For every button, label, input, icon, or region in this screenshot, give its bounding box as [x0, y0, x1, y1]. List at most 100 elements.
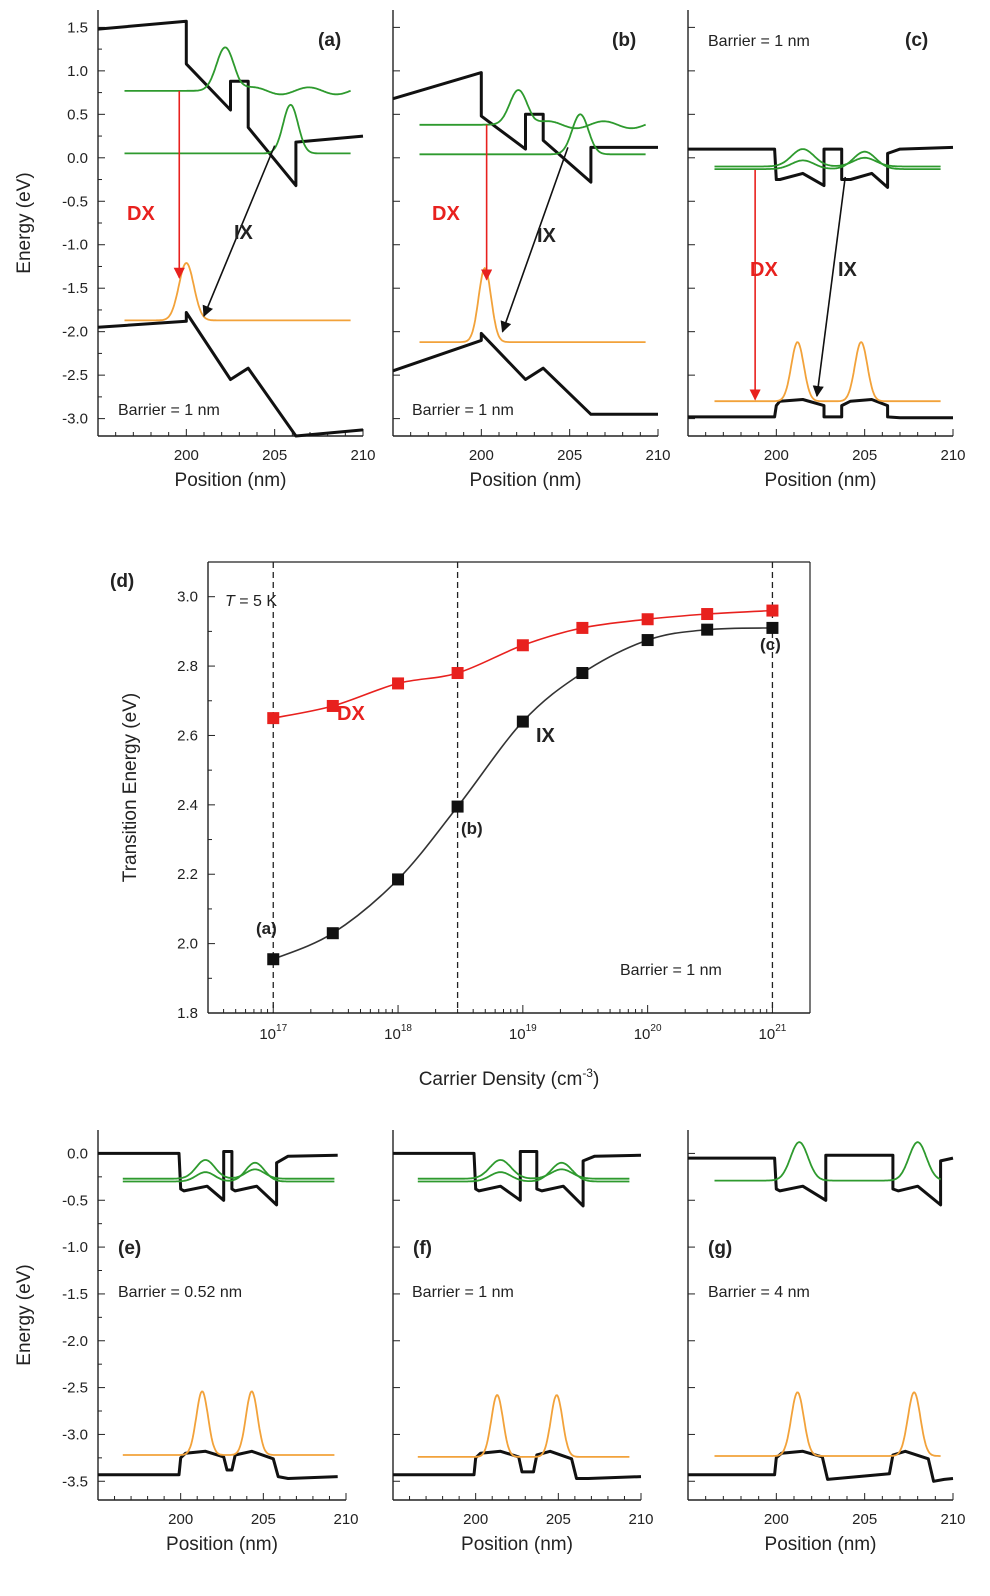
ix-data-point	[326, 927, 339, 940]
dx-label: DX	[750, 259, 778, 281]
y-tick-label: -2.5	[62, 1380, 88, 1397]
panel-b: 200 205 210 Position (nm) (b) Barrier = 1 nm D…	[392, 10, 671, 491]
y-axis-title: Energy (eV)	[14, 1264, 35, 1365]
panel-label: (d)	[110, 571, 134, 592]
dx-data-point	[392, 677, 405, 690]
conduction-band-line	[392, 71, 658, 184]
valence-band-line	[98, 1449, 338, 1480]
ix-label: IX	[234, 222, 254, 244]
ix-data-point	[701, 623, 714, 636]
x-tick-label: 205	[262, 447, 287, 464]
point-label-b: (b)	[461, 819, 483, 838]
barrier-annotation: Barrier = 4 nm	[708, 1284, 810, 1301]
point-label-c: (c)	[760, 635, 781, 654]
x-tick-label: 200	[764, 447, 789, 464]
dx-data-point	[701, 608, 714, 621]
panel-g: 200 205 210 Position (nm) (g) Barrier = 4 nm	[687, 1130, 966, 1555]
electron-wavefunction-line	[714, 1141, 942, 1182]
dx-data-point	[326, 699, 339, 712]
hole-wavefunction-line	[124, 262, 351, 322]
ix-label: IX	[537, 225, 557, 247]
y-tick-label: 2.0	[177, 936, 198, 953]
valence-band-line	[688, 1449, 954, 1483]
ix-transition-arrow	[500, 147, 569, 333]
barrier-annotation: Barrier = 1 nm	[118, 402, 220, 419]
ix-data-point	[392, 873, 405, 886]
barrier-annotation: Barrier = 1 nm	[620, 962, 722, 979]
conduction-band-line	[97, 19, 364, 188]
x-tick-label: 205	[852, 1511, 877, 1528]
hole-wavefunction-line	[714, 1391, 941, 1457]
y-tick-label: 1.8	[177, 1005, 198, 1022]
x-axis-title: Position (nm)	[765, 1534, 877, 1555]
dx-series-label: DX	[337, 703, 365, 725]
panel-e: 200 205 210 0.0 -0.5 -1.0 -1.5 -2.0 -2.5 -3.0 -3.5…	[14, 1130, 359, 1555]
electron-wavefunction-line	[419, 89, 647, 130]
dx-data-point	[766, 604, 779, 617]
x-tick-label: 1020	[634, 1023, 662, 1043]
y-tick-label: 0.0	[67, 150, 88, 167]
y-tick-label: -0.5	[62, 1192, 88, 1209]
electron-wavefunction-line	[417, 1161, 630, 1183]
panel-label: (g)	[708, 1238, 732, 1259]
x-tick-label: 200	[463, 1511, 488, 1528]
panel-c: 200 205 210 Position (nm) (c) Barrier = 1 nm D…	[687, 10, 966, 491]
x-tick-label: 1018	[384, 1023, 412, 1043]
conduction-band-line	[393, 1150, 642, 1208]
dx-data-point	[267, 712, 280, 725]
electron-wavefunction-line	[419, 113, 646, 156]
y-tick-label: 0.5	[67, 106, 88, 123]
panel-f: 200 205 210 Position (nm) (f) Barrier = 1 nm	[392, 1130, 654, 1555]
electron-wavefunction-line	[122, 1159, 335, 1180]
y-tick-label: 3.0	[177, 589, 198, 606]
barrier-annotation: Barrier = 1 nm	[412, 1284, 514, 1301]
x-axis-title: Position (nm)	[470, 470, 582, 491]
y-tick-label: -1.5	[62, 1286, 88, 1303]
y-tick-label: -1.0	[62, 237, 88, 254]
x-tick-label: 210	[333, 1511, 358, 1528]
x-tick-label: 200	[469, 447, 494, 464]
y-tick-label: 2.6	[177, 727, 198, 744]
dx-data-point	[641, 613, 654, 626]
ix-data-point	[516, 715, 529, 728]
y-tick-label: -3.5	[62, 1473, 88, 1490]
panel-label: (e)	[118, 1238, 141, 1259]
temperature-annotation: T = 5 K	[225, 593, 277, 610]
point-label-a: (a)	[256, 919, 277, 938]
x-axis-title: Position (nm)	[765, 470, 877, 491]
y-tick-label: -1.5	[62, 280, 88, 297]
valence-band-line	[688, 398, 953, 420]
electron-wavefunction-line	[124, 103, 351, 155]
x-tick-label: 210	[645, 447, 670, 464]
ix-series-label: IX	[536, 725, 556, 747]
barrier-annotation: Barrier = 0.52 nm	[118, 1284, 242, 1301]
hole-wavefunction-line	[714, 341, 941, 403]
y-tick-label: -2.5	[62, 367, 88, 384]
ix-data-point	[641, 634, 654, 647]
electron-wavefunction-line	[124, 46, 352, 96]
x-tick-label: 205	[852, 447, 877, 464]
x-axis-title: Position (nm)	[461, 1534, 573, 1555]
valence-band-line	[392, 331, 658, 416]
x-tick-label: 205	[251, 1511, 276, 1528]
y-tick-label: 2.4	[177, 797, 198, 814]
electron-wavefunction-line	[714, 150, 941, 170]
y-tick-label: 2.2	[177, 866, 198, 883]
conduction-band-line	[98, 1150, 338, 1207]
y-tick-label: -1.0	[62, 1239, 88, 1256]
x-tick-label: 1017	[259, 1023, 287, 1043]
electron-wavefunction-line	[122, 1161, 335, 1183]
valence-band-line	[97, 311, 364, 438]
y-axis-title: Transition Energy (eV)	[120, 693, 141, 882]
y-tick-label: 0.0	[67, 1145, 88, 1162]
panel-a: 200 205 210 1.5 1.0 0.5 0.0 -0.5 -1.0 -1.5 -2.0 -2.…	[14, 10, 376, 491]
x-tick-label: 1019	[509, 1023, 537, 1043]
panel-label: (c)	[905, 30, 928, 51]
ix-data-point	[766, 621, 779, 634]
dx-series-line	[273, 609, 773, 719]
x-tick-label: 210	[940, 447, 965, 464]
x-axis-title: Position (nm)	[175, 470, 287, 491]
conduction-band-line	[688, 1153, 954, 1207]
ix-transition-arrow	[812, 176, 847, 398]
